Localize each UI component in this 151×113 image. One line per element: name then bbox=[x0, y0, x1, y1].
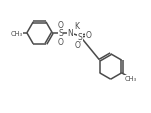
Text: O: O bbox=[58, 38, 63, 46]
Text: S: S bbox=[78, 32, 82, 41]
Text: O: O bbox=[85, 31, 91, 39]
Text: CH₃: CH₃ bbox=[125, 75, 137, 81]
Text: O: O bbox=[58, 21, 63, 29]
Text: N: N bbox=[67, 29, 73, 38]
Text: O: O bbox=[74, 41, 80, 50]
Text: K: K bbox=[74, 22, 79, 31]
Text: CH₃: CH₃ bbox=[10, 31, 22, 36]
Text: S: S bbox=[58, 29, 63, 38]
